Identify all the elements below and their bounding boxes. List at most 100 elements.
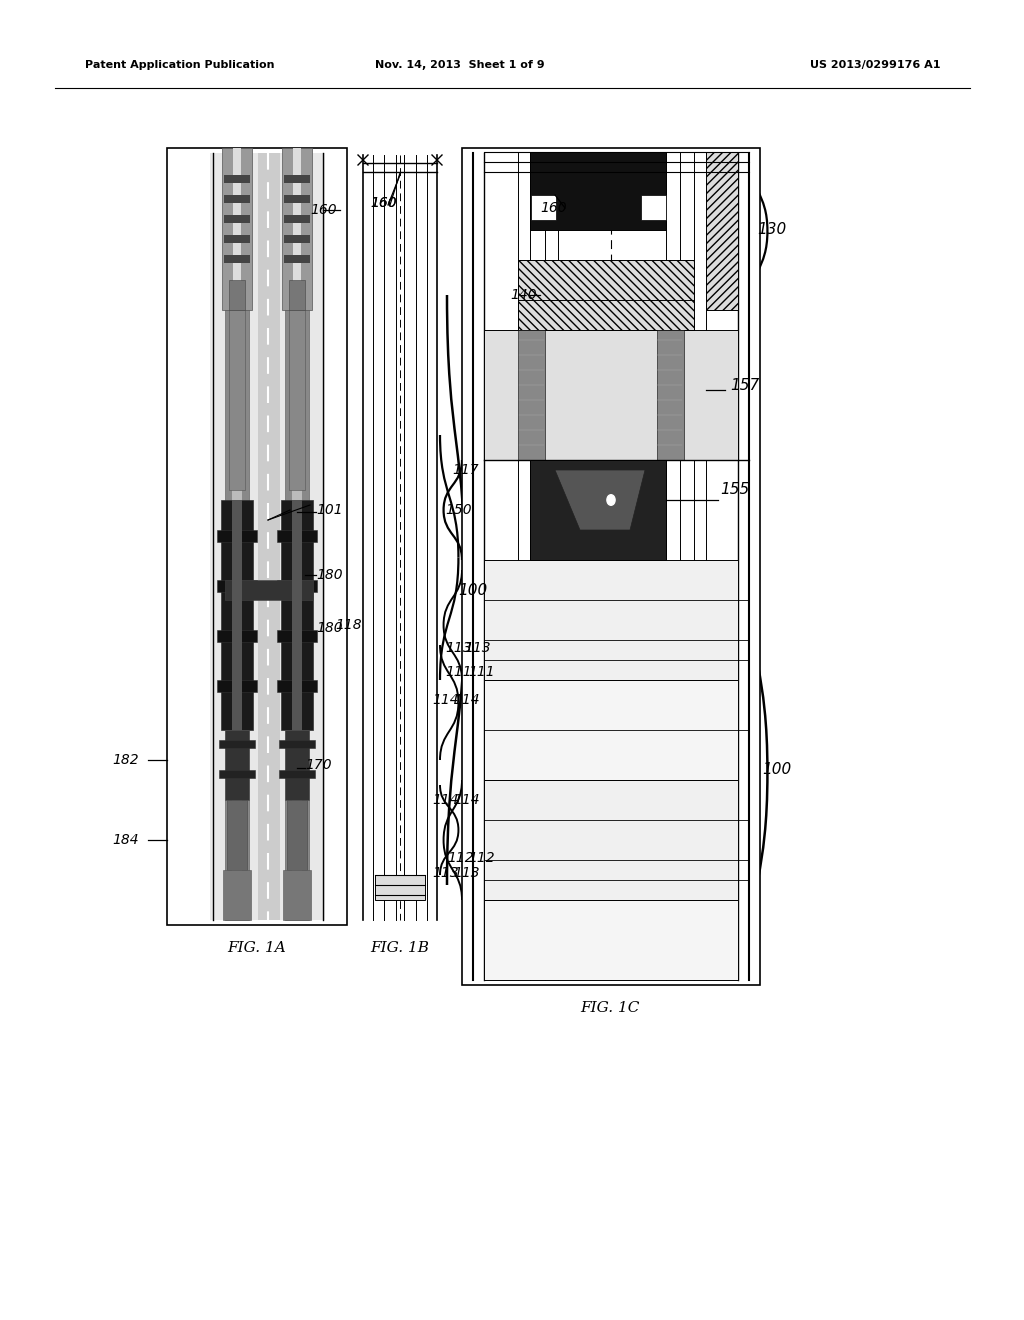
Bar (232, 500, 242, 730)
Text: US 2013/0299176 A1: US 2013/0299176 A1 (810, 59, 940, 70)
Bar (219, 770, 255, 777)
Bar (210, 153, 325, 920)
Bar (278, 531, 317, 543)
Bar (279, 741, 315, 748)
Bar (225, 153, 249, 920)
Bar (462, 148, 760, 985)
Bar (233, 148, 241, 310)
Bar (284, 235, 310, 243)
Text: 114: 114 (453, 793, 479, 807)
Bar (285, 153, 309, 920)
Bar (292, 500, 302, 730)
Bar (217, 680, 257, 692)
Bar (224, 195, 250, 203)
Text: 111: 111 (468, 665, 495, 678)
Text: 160: 160 (310, 203, 337, 216)
Text: 100: 100 (458, 582, 487, 598)
Text: 170: 170 (305, 758, 332, 772)
Text: 155: 155 (720, 483, 750, 498)
Bar (284, 176, 310, 183)
Bar (706, 152, 738, 310)
Bar (293, 148, 301, 310)
Text: 113: 113 (464, 642, 490, 655)
Text: Nov. 14, 2013  Sheet 1 of 9: Nov. 14, 2013 Sheet 1 of 9 (375, 59, 545, 70)
Text: 118: 118 (335, 618, 361, 632)
Bar (289, 280, 305, 310)
Bar (258, 153, 280, 920)
Text: 160: 160 (370, 195, 396, 210)
Text: FIG. 1A: FIG. 1A (227, 941, 287, 954)
Bar (224, 215, 250, 223)
Bar (284, 195, 310, 203)
Bar (278, 579, 317, 591)
Bar (278, 630, 317, 642)
Bar (289, 310, 305, 490)
Bar (641, 195, 666, 220)
Text: 112: 112 (447, 851, 474, 865)
Bar (279, 770, 315, 777)
Text: 117: 117 (452, 463, 478, 477)
Bar (282, 148, 312, 310)
Bar (223, 870, 251, 920)
Bar (217, 579, 257, 591)
Bar (227, 800, 247, 870)
Text: 111: 111 (445, 665, 472, 678)
Text: 180: 180 (316, 568, 343, 582)
Text: 157: 157 (730, 378, 759, 392)
Text: 130: 130 (757, 223, 786, 238)
Bar (530, 459, 666, 560)
Bar (229, 310, 245, 490)
Bar (292, 153, 302, 920)
Bar (221, 500, 253, 730)
Text: 114: 114 (432, 693, 459, 708)
Text: 114: 114 (453, 693, 479, 708)
Bar (222, 148, 252, 310)
Bar (284, 215, 310, 223)
Text: 100: 100 (762, 763, 792, 777)
Polygon shape (555, 470, 645, 531)
Text: Patent Application Publication: Patent Application Publication (85, 59, 274, 70)
Bar (217, 630, 257, 642)
Bar (484, 900, 738, 979)
Text: FIG. 1B: FIG. 1B (371, 941, 429, 954)
Text: 113: 113 (445, 642, 472, 655)
Text: 182: 182 (112, 752, 138, 767)
Bar (657, 330, 684, 459)
Bar (229, 280, 245, 310)
Bar (285, 730, 309, 800)
Bar (284, 255, 310, 263)
Bar (484, 780, 738, 900)
Bar (224, 176, 250, 183)
Bar (278, 680, 317, 692)
Text: 150: 150 (445, 503, 472, 517)
Text: 113: 113 (453, 866, 479, 880)
Text: 140: 140 (510, 288, 537, 302)
Bar (224, 235, 250, 243)
Text: 184: 184 (112, 833, 138, 847)
Bar (484, 560, 738, 680)
Bar (484, 680, 738, 780)
Bar (217, 531, 257, 543)
Text: 114: 114 (432, 793, 459, 807)
Text: 160: 160 (370, 195, 396, 210)
Text: 113: 113 (432, 866, 459, 880)
Bar (167, 148, 347, 925)
Bar (225, 579, 313, 601)
Bar (518, 330, 545, 459)
Bar (219, 741, 255, 748)
Bar (375, 875, 425, 900)
Bar (225, 730, 249, 800)
Text: 112: 112 (468, 851, 495, 865)
Bar (518, 260, 694, 330)
Bar (287, 800, 307, 870)
Text: 160: 160 (540, 201, 566, 215)
Circle shape (607, 495, 615, 506)
Text: 101: 101 (316, 503, 343, 517)
Text: 180: 180 (316, 620, 343, 635)
Bar (484, 330, 738, 459)
Text: FIG. 1C: FIG. 1C (581, 1001, 640, 1015)
Bar (281, 500, 313, 730)
Bar (531, 195, 556, 220)
Bar (232, 153, 242, 920)
Bar (224, 255, 250, 263)
